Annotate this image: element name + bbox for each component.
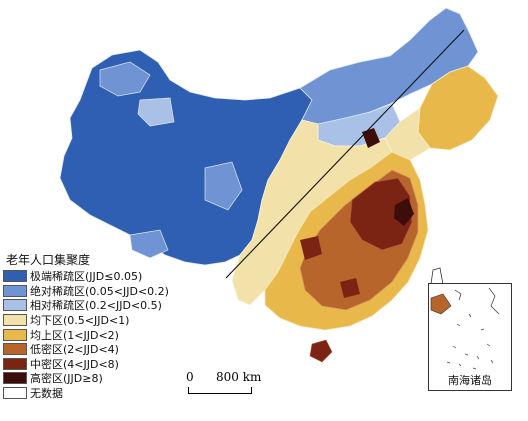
legend-label: 无数据 bbox=[30, 387, 63, 401]
region-west-absolute-sparse-1 bbox=[99, 61, 151, 97]
legend-items: 极端稀疏区(JJD≤0.05) 绝对稀疏区(0.05<JJD<0.2) 相对稀疏区(… bbox=[3, 269, 233, 400]
legend-swatch bbox=[3, 387, 27, 400]
legend-swatch bbox=[3, 357, 27, 370]
south-china-sea-inset: 南海诸岛 bbox=[428, 283, 512, 391]
legend-label: 中密区(4<JJD<8) bbox=[30, 357, 119, 371]
legend-label: 均下区(0.5<JJD<1) bbox=[30, 314, 130, 328]
hu-line bbox=[225, 29, 465, 279]
region-west-absolute-sparse-3 bbox=[129, 229, 169, 259]
legend-item: 相对稀疏区(0.2<JJD<0.5) bbox=[3, 298, 233, 313]
legend-swatch bbox=[3, 328, 27, 341]
scale-bar: 0 800 km bbox=[186, 370, 276, 400]
inset-map bbox=[430, 287, 500, 370]
legend-swatch bbox=[3, 314, 27, 327]
inset-label: 南海诸岛 bbox=[448, 374, 492, 387]
legend-label: 绝对稀疏区(0.05<JJD<0.2) bbox=[30, 284, 169, 298]
region-east-high-dense-2 bbox=[362, 128, 380, 148]
region-east-high-dense-1 bbox=[394, 198, 414, 226]
region-hainan bbox=[309, 339, 333, 363]
legend-item: 中密区(4<JJD<8) bbox=[3, 357, 233, 372]
scale-line bbox=[188, 387, 252, 394]
legend-swatch bbox=[3, 284, 27, 297]
legend-item: 均上区(1<JJD<2) bbox=[3, 327, 233, 342]
legend-swatch bbox=[3, 299, 27, 312]
legend-item: 极端稀疏区(JJD≤0.05) bbox=[3, 269, 233, 284]
legend-swatch bbox=[3, 270, 27, 283]
region-east-medium-dense bbox=[349, 177, 413, 251]
legend-label: 极端稀疏区(JJD≤0.05) bbox=[30, 270, 143, 284]
legend-item: 绝对稀疏区(0.05<JJD<0.2) bbox=[3, 284, 233, 299]
region-west-absolute-sparse-2 bbox=[204, 161, 243, 211]
legend-item: 低密区(2<JJD<4) bbox=[3, 342, 233, 357]
legend-label: 均上区(1<JJD<2) bbox=[30, 328, 119, 342]
legend: 老年人口集聚度 极端稀疏区(JJD≤0.05) 绝对稀疏区(0.05<JJD<0.… bbox=[3, 253, 233, 400]
scale-label: 800 km bbox=[216, 370, 262, 384]
legend-item: 高密区(JJD≥8) bbox=[3, 371, 233, 386]
legend-item: 均下区(0.5<JJD<1) bbox=[3, 313, 233, 328]
legend-swatch bbox=[3, 372, 27, 385]
legend-label: 低密区(2<JJD<4) bbox=[30, 343, 119, 357]
region-west-relative-sparse-1 bbox=[137, 97, 175, 127]
region-east-medium-dense-2 bbox=[300, 236, 322, 260]
region-east-medium-dense-3 bbox=[340, 278, 360, 298]
scale-zero: 0 bbox=[186, 370, 194, 384]
legend-item: 无数据 bbox=[3, 386, 233, 401]
legend-swatch bbox=[3, 343, 27, 356]
legend-label: 相对稀疏区(0.2<JJD<0.5) bbox=[30, 299, 162, 313]
legend-title: 老年人口集聚度 bbox=[6, 253, 91, 267]
legend-label: 高密区(JJD≥8) bbox=[30, 372, 103, 386]
